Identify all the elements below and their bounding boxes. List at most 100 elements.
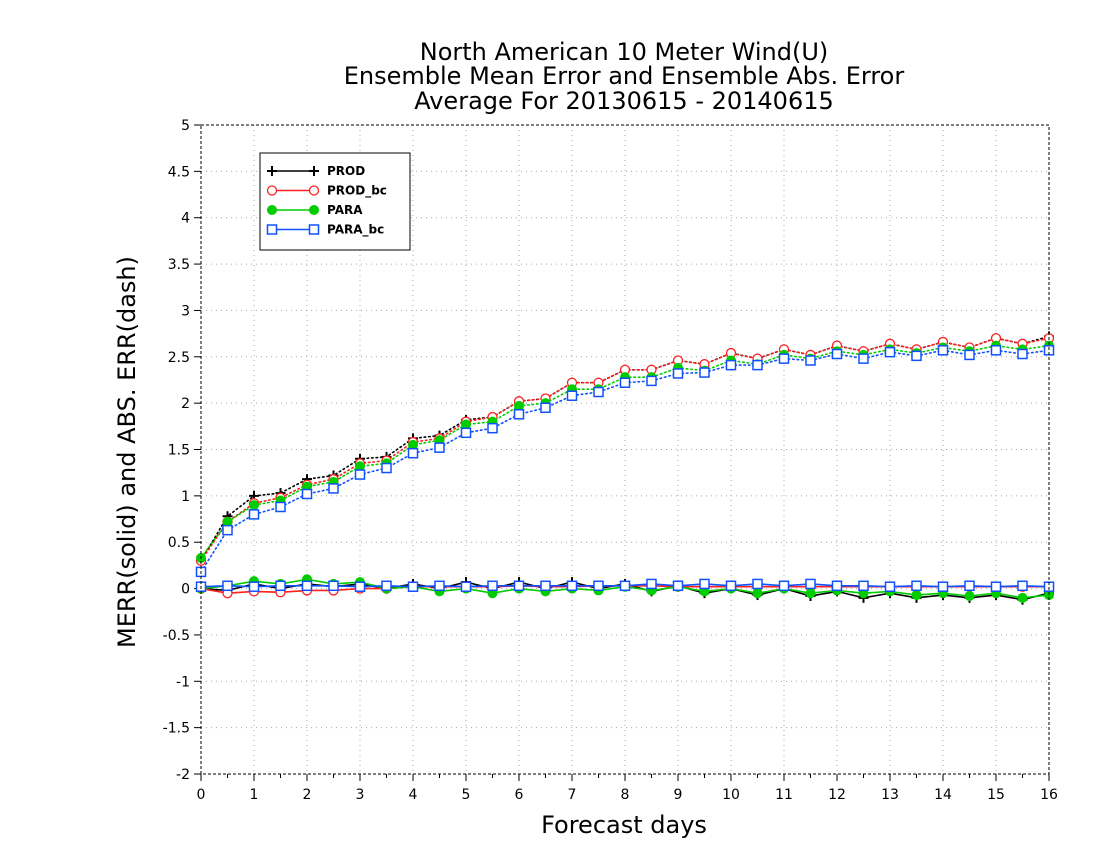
x-tick-label: 0 [197,787,206,803]
series-para-bc-abs-point [460,427,472,439]
series-para-bc-mean-point [964,580,975,592]
series-para-mean-point [964,590,975,601]
legend-label-para-bc: PARA_bc [327,223,384,238]
series-para-bc-abs-point [566,390,578,401]
series-para-bc-mean-point [354,581,366,592]
series-para-abs-point [249,500,259,511]
y-tick-label: 0 [181,582,190,598]
series-para-bc [195,345,1055,592]
series-para-bc-mean-point [699,578,710,590]
series-para-bc-mean-point [381,580,392,592]
series-para-bc-mean-point [884,581,896,592]
series-para-bc-abs-point [593,386,604,398]
y-tick-label: 1 [181,489,190,505]
legend-marker-left-para [267,205,277,215]
series-para-bc-abs-point [911,350,922,362]
series-para-bc-abs-point [222,524,233,536]
series-para-bc-mean-point [672,580,684,592]
x-tick-label: 4 [409,787,418,803]
series-para-bc-abs-point [699,367,710,378]
series-para-bc-mean-point [593,580,604,592]
legend-item-prod-bc: PROD_bc [266,184,387,199]
x-tick-label: 7 [568,787,577,803]
y-tick-label: 5 [181,118,190,134]
legend-label-prod: PROD [327,164,365,178]
series-para-bc-mean-point [990,581,1002,592]
series-para-bc-abs-point [831,348,843,360]
series-para-bc-abs-point [858,353,869,364]
legend: PROD PROD_bc PARA PARA_bc [259,152,411,251]
series-para-bc-abs-point [937,345,949,356]
x-tick-label: 12 [828,787,846,803]
plot-frame [200,124,1050,775]
series-para-bc-abs-point [725,359,737,371]
series-para-bc-mean-point [248,581,260,592]
chart-title-line-2: Ensemble Mean Error and Ensemble Abs. Er… [344,62,905,90]
x-tick-label: 11 [775,787,793,803]
series-para-bc-mean-point [222,580,233,592]
series-para-bc-abs-point [619,377,631,388]
y-tick-label: 4.5 [168,164,190,180]
series-para-bc-abs-point [672,368,684,379]
series-para-bc-abs-point [964,349,975,361]
x-tick-label: 2 [303,787,312,803]
x-tick-label: 8 [621,787,630,803]
series-para-bc-abs-point [275,501,286,513]
series-para-bc-abs-point [990,345,1002,356]
series-para-bc-mean-point [937,581,949,592]
series-para-bc-mean-point [752,578,763,590]
grid-lines [201,125,1049,774]
y-tick-label: -1 [176,674,190,690]
y-tick-label: 1.5 [168,443,190,459]
x-tick-label: 13 [881,787,899,803]
series-para-bc-abs-point [752,359,763,371]
series-para-bc-mean-point [566,580,578,592]
legend-marker-left-prod [267,166,277,176]
series-para-bc-abs-point [487,422,498,434]
series-para-bc-abs-point [381,462,392,474]
series-para-mean-point [911,590,922,601]
series-para-bc-mean-point [725,580,737,592]
series-para-bc-mean-point [301,580,313,592]
x-tick-label: 10 [722,787,740,803]
series-para-bc-abs-point [778,353,790,364]
series-para-bc-mean-point [831,580,843,592]
series-para-bc-mean-point [328,580,339,592]
series-layer [195,331,1055,605]
series-para-bc-abs-point [805,355,816,366]
y-tick-label: 4 [181,211,190,227]
x-axis-label: Forecast days [541,811,707,839]
series-para-bc-mean-point [407,581,419,592]
x-tick-label: 14 [934,787,952,803]
series-para-bc-mean-point [487,580,498,592]
series-para-bc-mean-point [1017,580,1028,592]
series-para-bc-mean-point [858,580,869,592]
series-para-mean-point [752,588,763,599]
series-para-bc-mean-point [540,580,551,592]
series-para-bc-mean-point [646,578,657,590]
legend-marker-right-prod-bc [308,185,320,196]
series-para-bc-abs-point [354,469,366,480]
series-para-bc-mean-point [434,580,445,592]
x-tick-label: 6 [515,787,524,803]
legend-label-para: PARA [327,203,363,217]
y-tick-label: 3.5 [168,257,190,273]
series-para-bc-mean-point [275,580,286,592]
series-para-bc-abs-point [513,409,525,420]
legend-item-para: PARA [267,203,363,217]
series-para-bc-abs-point [1017,348,1028,360]
chart-title-line-3: Average For 20130615 - 20140615 [414,87,834,115]
x-tick-label: 1 [250,787,259,803]
series-para-bc-abs-point [301,488,313,500]
series-para-bc-abs-point [328,483,339,494]
x-tick-label: 5 [462,787,471,803]
legend-marker-right-para [309,205,319,215]
series-para-bc-mean-point [911,580,922,592]
legend-item-prod: PROD [267,164,365,178]
y-tick-label: 0.5 [168,535,190,551]
legend-marker-left-para-bc [266,224,278,235]
y-tick-label: -1.5 [163,721,190,737]
series-para-bc-mean-point [513,580,525,592]
series-para-bc-mean-point [805,578,816,590]
